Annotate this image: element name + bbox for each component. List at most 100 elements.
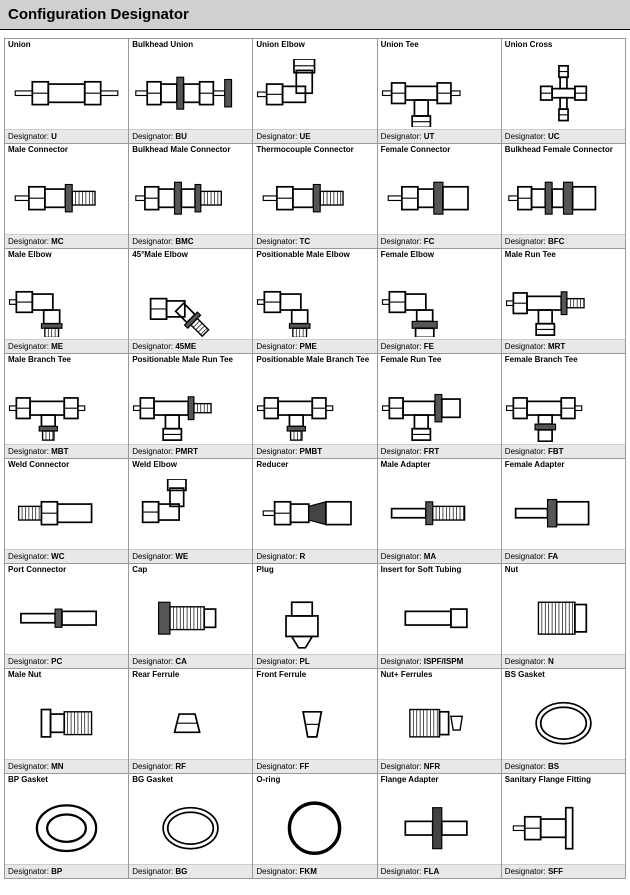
fitting-diagram bbox=[129, 162, 252, 234]
fitting-title: Female Branch Tee bbox=[502, 354, 625, 372]
fitting-designator: Designator: FA bbox=[502, 549, 625, 563]
fitting-cell: Flange AdapterDesignator: FLA bbox=[378, 774, 502, 879]
fitting-title: Bulkhead Union bbox=[129, 39, 252, 57]
fitting-diagram bbox=[502, 477, 625, 549]
fitting-designator: Designator: FE bbox=[378, 339, 501, 353]
fitting-diagram bbox=[5, 792, 128, 864]
fitting-diagram bbox=[502, 792, 625, 864]
fitting-designator: Designator: BG bbox=[129, 864, 252, 878]
fitting-cell: Positionable Male Run TeeDesignator: PMR… bbox=[129, 354, 253, 459]
fitting-designator: Designator: FKM bbox=[253, 864, 376, 878]
fitting-designator: Designator: CA bbox=[129, 654, 252, 668]
fitting-title: Male Connector bbox=[5, 144, 128, 162]
fitting-title: Weld Connector bbox=[5, 459, 128, 477]
fitting-diagram bbox=[5, 57, 128, 129]
fitting-cell: CapDesignator: CA bbox=[129, 564, 253, 669]
fitting-title: Female Connector bbox=[378, 144, 501, 162]
fitting-designator: Designator: PMBT bbox=[253, 444, 376, 458]
fitting-cell: Rear Ferrule Designator: RF bbox=[129, 669, 253, 774]
fitting-title: Rear Ferrule bbox=[129, 669, 252, 687]
fitting-cell: BG Gasket Designator: BG bbox=[129, 774, 253, 879]
fitting-designator: Designator: ME bbox=[5, 339, 128, 353]
fitting-designator: Designator: WC bbox=[5, 549, 128, 563]
fitting-title: Front Ferrule bbox=[253, 669, 376, 687]
fitting-designator: Designator: BFC bbox=[502, 234, 625, 248]
fitting-diagram bbox=[129, 792, 252, 864]
fitting-cell: Female Branch Tee Designator: FBT bbox=[502, 354, 626, 459]
fitting-designator: Designator: UT bbox=[378, 129, 501, 143]
fitting-designator: Designator: 45ME bbox=[129, 339, 252, 353]
fitting-designator: Designator: MA bbox=[378, 549, 501, 563]
fitting-title: Weld Elbow bbox=[129, 459, 252, 477]
fitting-title: Thermocouple Connector bbox=[253, 144, 376, 162]
fitting-cell: Male Branch TeeDesignator: MBT bbox=[5, 354, 129, 459]
fitting-diagram bbox=[5, 477, 128, 549]
fitting-cell: Insert for Soft TubingDesignator: ISPF/I… bbox=[378, 564, 502, 669]
fitting-diagram bbox=[502, 267, 625, 339]
fitting-diagram bbox=[253, 57, 376, 129]
fitting-title: BG Gasket bbox=[129, 774, 252, 792]
fitting-designator: Designator: PMRT bbox=[129, 444, 252, 458]
fitting-cell: Weld Connector Designator: WC bbox=[5, 459, 129, 564]
fitting-designator: Designator: BU bbox=[129, 129, 252, 143]
page-title: Configuration Designator bbox=[0, 0, 630, 30]
fitting-title: Union bbox=[5, 39, 128, 57]
fitting-diagram bbox=[5, 162, 128, 234]
fitting-designator: Designator: FBT bbox=[502, 444, 625, 458]
fitting-cell: Male AdapterDesignator: MA bbox=[378, 459, 502, 564]
fitting-designator: Designator: FF bbox=[253, 759, 376, 773]
fitting-cell: O-ringDesignator: FKM bbox=[253, 774, 377, 879]
fitting-grid: UnionDesignator: UBulkhead Union Designat… bbox=[4, 38, 626, 879]
fitting-title: Flange Adapter bbox=[378, 774, 501, 792]
fitting-cell: Sanitary Flange FittingDesignator: SFF bbox=[502, 774, 626, 879]
fitting-title: BP Gasket bbox=[5, 774, 128, 792]
fitting-cell: NutDesignator: N bbox=[502, 564, 626, 669]
fitting-diagram bbox=[129, 57, 252, 129]
fitting-title: Union Tee bbox=[378, 39, 501, 57]
fitting-designator: Designator: RF bbox=[129, 759, 252, 773]
fitting-designator: Designator: BS bbox=[502, 759, 625, 773]
fitting-cell: Nut+ FerrulesDesignator: NFR bbox=[378, 669, 502, 774]
fitting-cell: UnionDesignator: U bbox=[5, 39, 129, 144]
fitting-title: Sanitary Flange Fitting bbox=[502, 774, 625, 792]
fitting-cell: PlugDesignator: PL bbox=[253, 564, 377, 669]
fitting-cell: Female ElbowDesignator: FE bbox=[378, 249, 502, 354]
fitting-cell: Positionable Male Branch TeeDesignator: … bbox=[253, 354, 377, 459]
fitting-diagram bbox=[502, 582, 625, 654]
fitting-diagram bbox=[378, 687, 501, 759]
fitting-diagram bbox=[378, 162, 501, 234]
fitting-cell: Male Run TeeDesignator: MRT bbox=[502, 249, 626, 354]
fitting-title: Male Nut bbox=[5, 669, 128, 687]
fitting-diagram bbox=[253, 477, 376, 549]
fitting-title: Port Connector bbox=[5, 564, 128, 582]
fitting-diagram bbox=[253, 582, 376, 654]
fitting-diagram bbox=[5, 267, 128, 339]
fitting-designator: Designator: PME bbox=[253, 339, 376, 353]
fitting-diagram bbox=[378, 57, 501, 129]
fitting-cell: Front Ferrule Designator: FF bbox=[253, 669, 377, 774]
fitting-cell: Female Connector Designator: FC bbox=[378, 144, 502, 249]
fitting-title: Insert for Soft Tubing bbox=[378, 564, 501, 582]
fitting-title: Nut bbox=[502, 564, 625, 582]
fitting-cell: Union Tee Designator: UT bbox=[378, 39, 502, 144]
fitting-title: Union Elbow bbox=[253, 39, 376, 57]
fitting-diagram bbox=[5, 687, 128, 759]
fitting-diagram bbox=[5, 582, 128, 654]
fitting-title: Reducer bbox=[253, 459, 376, 477]
fitting-diagram bbox=[253, 372, 376, 444]
fitting-designator: Designator: WE bbox=[129, 549, 252, 563]
fitting-diagram bbox=[502, 372, 625, 444]
fitting-title: Female Run Tee bbox=[378, 354, 501, 372]
fitting-cell: Thermocouple ConnectorDesignator: TC bbox=[253, 144, 377, 249]
fitting-cell: Female Run Tee Designator: FRT bbox=[378, 354, 502, 459]
fitting-cell: BP Gasket Designator: BP bbox=[5, 774, 129, 879]
fitting-diagram bbox=[129, 582, 252, 654]
fitting-designator: Designator: BP bbox=[5, 864, 128, 878]
fitting-cell: Positionable Male Elbow Designator: PME bbox=[253, 249, 377, 354]
fitting-designator: Designator: FC bbox=[378, 234, 501, 248]
fitting-diagram bbox=[253, 162, 376, 234]
fitting-diagram bbox=[378, 477, 501, 549]
fitting-title: Positionable Male Elbow bbox=[253, 249, 376, 267]
fitting-designator: Designator: FRT bbox=[378, 444, 501, 458]
fitting-cell: Male NutDesignator: MN bbox=[5, 669, 129, 774]
